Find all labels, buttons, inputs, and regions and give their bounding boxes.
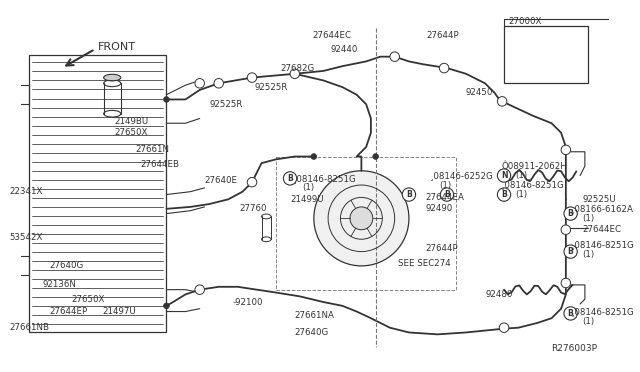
Text: 92440: 92440 — [331, 45, 358, 54]
Text: 21497U: 21497U — [102, 307, 136, 316]
Text: 27644EA: 27644EA — [425, 193, 464, 202]
Text: 92480: 92480 — [485, 290, 513, 299]
Text: (1): (1) — [515, 171, 527, 180]
Circle shape — [284, 172, 297, 185]
Text: 92450: 92450 — [466, 88, 493, 97]
Circle shape — [290, 69, 300, 78]
Text: 27661NB: 27661NB — [10, 323, 49, 332]
Ellipse shape — [104, 74, 121, 81]
Text: 27644P: 27644P — [426, 31, 459, 40]
Text: (1): (1) — [440, 180, 451, 190]
Text: SEE SEC274: SEE SEC274 — [397, 260, 451, 269]
Text: 92136N: 92136N — [43, 280, 77, 289]
Text: 53542X: 53542X — [10, 233, 43, 242]
Circle shape — [247, 177, 257, 187]
Text: (1): (1) — [582, 214, 594, 223]
Circle shape — [390, 52, 399, 61]
Circle shape — [440, 188, 454, 201]
Text: (1): (1) — [515, 190, 527, 199]
Text: (1): (1) — [303, 183, 314, 192]
Text: FRONT: FRONT — [98, 42, 136, 52]
Circle shape — [164, 97, 170, 102]
Bar — [276, 157, 456, 290]
Text: 27682G: 27682G — [280, 64, 315, 73]
Circle shape — [372, 154, 378, 159]
Text: B: B — [568, 309, 573, 318]
Text: (1): (1) — [582, 250, 594, 259]
Text: 92525R: 92525R — [255, 83, 288, 92]
Text: (1): (1) — [582, 317, 594, 326]
Circle shape — [564, 207, 577, 220]
Text: B: B — [444, 190, 450, 199]
Text: B: B — [406, 190, 412, 199]
Circle shape — [564, 307, 577, 320]
Circle shape — [561, 225, 571, 234]
Circle shape — [564, 245, 577, 258]
Circle shape — [195, 78, 204, 88]
Text: 27661N: 27661N — [135, 145, 169, 154]
Circle shape — [499, 323, 509, 333]
Text: 27760: 27760 — [239, 204, 267, 213]
Text: ¸08146-8251G: ¸08146-8251G — [571, 240, 634, 250]
Circle shape — [440, 63, 449, 73]
Circle shape — [497, 97, 507, 106]
Circle shape — [214, 78, 223, 88]
Text: 27644EC: 27644EC — [312, 31, 351, 40]
Text: N: N — [500, 171, 508, 180]
Text: 27644EP: 27644EP — [49, 307, 88, 316]
Circle shape — [561, 145, 571, 155]
Text: 27650X: 27650X — [114, 128, 147, 137]
Circle shape — [195, 285, 204, 294]
Bar — [504, 26, 588, 83]
Text: -92100: -92100 — [233, 298, 264, 307]
Text: 27644EB: 27644EB — [141, 160, 180, 169]
Text: 92525U: 92525U — [582, 195, 616, 204]
Text: Ô08911-2062H: Ô08911-2062H — [501, 161, 567, 170]
Text: 22341X: 22341X — [10, 187, 43, 196]
Text: 92490: 92490 — [425, 204, 452, 213]
Text: 27644P: 27644P — [425, 244, 458, 253]
Circle shape — [164, 303, 170, 309]
Text: 21499U: 21499U — [290, 195, 324, 204]
Bar — [29, 55, 166, 333]
Circle shape — [350, 207, 372, 230]
Circle shape — [314, 171, 409, 266]
Text: ¸08146-8251G: ¸08146-8251G — [501, 180, 565, 190]
Circle shape — [561, 278, 571, 288]
Circle shape — [497, 169, 511, 182]
Text: R276003P: R276003P — [551, 344, 597, 353]
Text: ¸08146-6252G: ¸08146-6252G — [430, 171, 493, 180]
Text: 92525R: 92525R — [209, 100, 243, 109]
Circle shape — [497, 188, 511, 201]
Text: 2149BU: 2149BU — [114, 117, 148, 126]
Text: B: B — [287, 174, 293, 183]
Text: 27000X: 27000X — [509, 17, 542, 26]
Text: B: B — [568, 247, 573, 256]
Text: 27650X: 27650X — [71, 295, 105, 304]
Text: 27644EC: 27644EC — [582, 225, 621, 234]
Text: ¸08146-8251G: ¸08146-8251G — [293, 174, 356, 183]
Text: 27640G: 27640G — [295, 328, 329, 337]
Text: 27640G: 27640G — [49, 262, 84, 270]
Text: ¸08146-8251G: ¸08146-8251G — [571, 307, 634, 316]
Text: B: B — [568, 209, 573, 218]
Circle shape — [247, 73, 257, 82]
Text: 27640E: 27640E — [204, 176, 237, 185]
Circle shape — [311, 154, 317, 159]
Text: 27661NA: 27661NA — [295, 311, 335, 320]
Text: B: B — [501, 190, 507, 199]
Text: ¸08166-6162A: ¸08166-6162A — [571, 204, 634, 213]
Circle shape — [403, 188, 415, 201]
